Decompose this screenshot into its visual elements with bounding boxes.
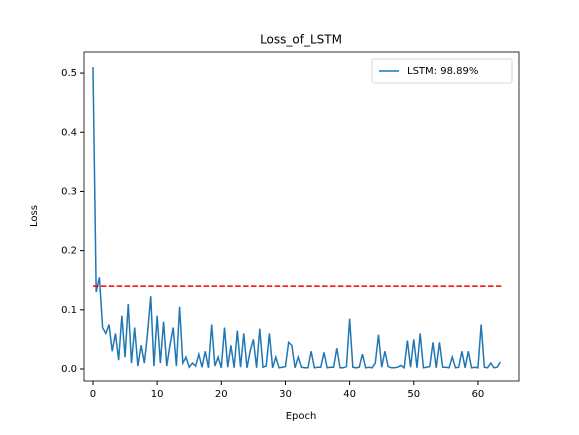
chart-title: Loss_of_LSTM <box>260 33 342 47</box>
x-tick-label: 50 <box>407 389 420 400</box>
x-tick-label: 40 <box>343 389 356 400</box>
y-tick-label: 0.0 <box>61 364 77 375</box>
y-tick-label: 0.3 <box>61 186 77 197</box>
legend-box <box>371 58 513 84</box>
x-tick-label: 0 <box>90 389 96 400</box>
y-tick-label: 0.2 <box>61 246 77 257</box>
y-axis-label: Loss <box>29 205 40 227</box>
legend-label: LSTM: 98.89% <box>407 66 478 77</box>
x-axis-label: Epoch <box>286 411 317 422</box>
x-tick-label: 30 <box>279 389 292 400</box>
plot-frame <box>83 51 520 382</box>
y-tick-label: 0.1 <box>61 305 77 316</box>
x-tick-label: 60 <box>472 389 485 400</box>
y-tick-label: 0.5 <box>61 68 77 79</box>
loss-line <box>92 67 502 370</box>
y-tick-label: 0.4 <box>61 127 77 138</box>
x-tick-label: 20 <box>215 389 228 400</box>
x-tick-label: 10 <box>151 389 164 400</box>
